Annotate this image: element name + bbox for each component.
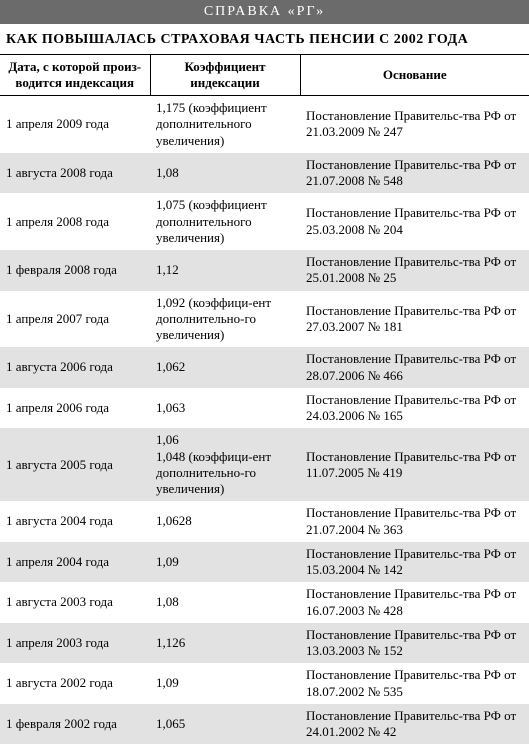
cell-coef: 1,0628 [150,501,300,542]
table-row: 1 августа 2002 года1,09Постановление Пра… [0,663,529,704]
table-row: 1 августа 2004 года1,0628Постановление П… [0,501,529,542]
column-header-date: Дата, с которой произ-водится индексация [0,55,150,96]
cell-date: 1 августа 2004 года [0,501,150,542]
cell-coef: 1,175 (коэффициент дополнительного увели… [150,96,300,153]
cell-basis: Постановление Правительс-тва РФ от 28.07… [300,347,529,388]
table-row: 1 апреля 2007 года1,092 (коэффици-ент до… [0,291,529,348]
cell-basis: Постановление Правительс-тва РФ от 21.03… [300,96,529,153]
table-row: 1 февраля 2008 года1,12Постановление Пра… [0,250,529,291]
column-header-basis: Основание [300,55,529,96]
cell-date: 1 апреля 2009 года [0,96,150,153]
cell-coef: 1,065 [150,704,300,744]
cell-date: 1 апреля 2004 года [0,542,150,583]
cell-coef: 1,075 (коэффициент дополнительного увели… [150,193,300,250]
cell-basis: Постановление Правительс-тва РФ от 21.07… [300,501,529,542]
table-row: 1 августа 2005 года1,06 1,048 (коэффици-… [0,428,529,501]
cell-basis: Постановление Правительс-тва РФ от 24.01… [300,704,529,744]
table-header-row: Дата, с которой произ-водится индексация… [0,55,529,96]
cell-basis: Постановление Правительс-тва РФ от 16.07… [300,582,529,623]
cell-date: 1 апреля 2008 года [0,193,150,250]
cell-basis: Постановление Правительс-тва РФ от 18.07… [300,663,529,704]
cell-coef: 1,09 [150,663,300,704]
cell-coef: 1,063 [150,388,300,429]
cell-coef: 1,09 [150,542,300,583]
table-row: 1 апреля 2003 года1,126Постановление Пра… [0,623,529,664]
cell-basis: Постановление Правительс-тва РФ от 11.07… [300,428,529,501]
cell-date: 1 апреля 2007 года [0,291,150,348]
table-row: 1 апреля 2006 года1,063Постановление Пра… [0,388,529,429]
table-row: 1 апреля 2009 года1,175 (коэффициент доп… [0,96,529,153]
cell-date: 1 августа 2003 года [0,582,150,623]
cell-basis: Постановление Правительс-тва РФ от 13.03… [300,623,529,664]
cell-date: 1 августа 2002 года [0,663,150,704]
cell-date: 1 августа 2006 года [0,347,150,388]
table-row: 1 апреля 2008 года1,075 (коэффициент доп… [0,193,529,250]
page-title: КАК ПОВЫШАЛАСЬ СТРАХОВАЯ ЧАСТЬ ПЕНСИИ С … [0,24,529,54]
column-header-coef: Коэффициент индексации [150,55,300,96]
cell-date: 1 февраля 2008 года [0,250,150,291]
cell-coef: 1,062 [150,347,300,388]
cell-coef: 1,126 [150,623,300,664]
table-row: 1 августа 2006 года1,062Постановление Пр… [0,347,529,388]
pension-table: Дата, с которой произ-водится индексация… [0,54,529,744]
cell-coef: 1,12 [150,250,300,291]
cell-date: 1 февраля 2002 года [0,704,150,744]
cell-basis: Постановление Правительс-тва РФ от 27.03… [300,291,529,348]
table-row: 1 августа 2003 года1,08Постановление Пра… [0,582,529,623]
cell-date: 1 апреля 2003 года [0,623,150,664]
cell-basis: Постановление Правительс-тва РФ от 15.03… [300,542,529,583]
cell-date: 1 августа 2005 года [0,428,150,501]
cell-coef: 1,092 (коэффици-ент дополнительно-го уве… [150,291,300,348]
cell-basis: Постановление Правительс-тва РФ от 21.07… [300,153,529,194]
cell-coef: 1,06 1,048 (коэффици-ент дополнительно-г… [150,428,300,501]
cell-basis: Постановление Правительс-тва РФ от 25.01… [300,250,529,291]
cell-date: 1 апреля 2006 года [0,388,150,429]
cell-basis: Постановление Правительс-тва РФ от 25.03… [300,193,529,250]
cell-coef: 1,08 [150,153,300,194]
cell-coef: 1,08 [150,582,300,623]
table-row: 1 февраля 2002 года1,065Постановление Пр… [0,704,529,744]
table-row: 1 августа 2008 года1,08Постановление Пра… [0,153,529,194]
cell-basis: Постановление Правительс-тва РФ от 24.03… [300,388,529,429]
cell-date: 1 августа 2008 года [0,153,150,194]
header-bar: СПРАВКА «РГ» [0,0,529,24]
table-row: 1 апреля 2004 года1,09Постановление Прав… [0,542,529,583]
